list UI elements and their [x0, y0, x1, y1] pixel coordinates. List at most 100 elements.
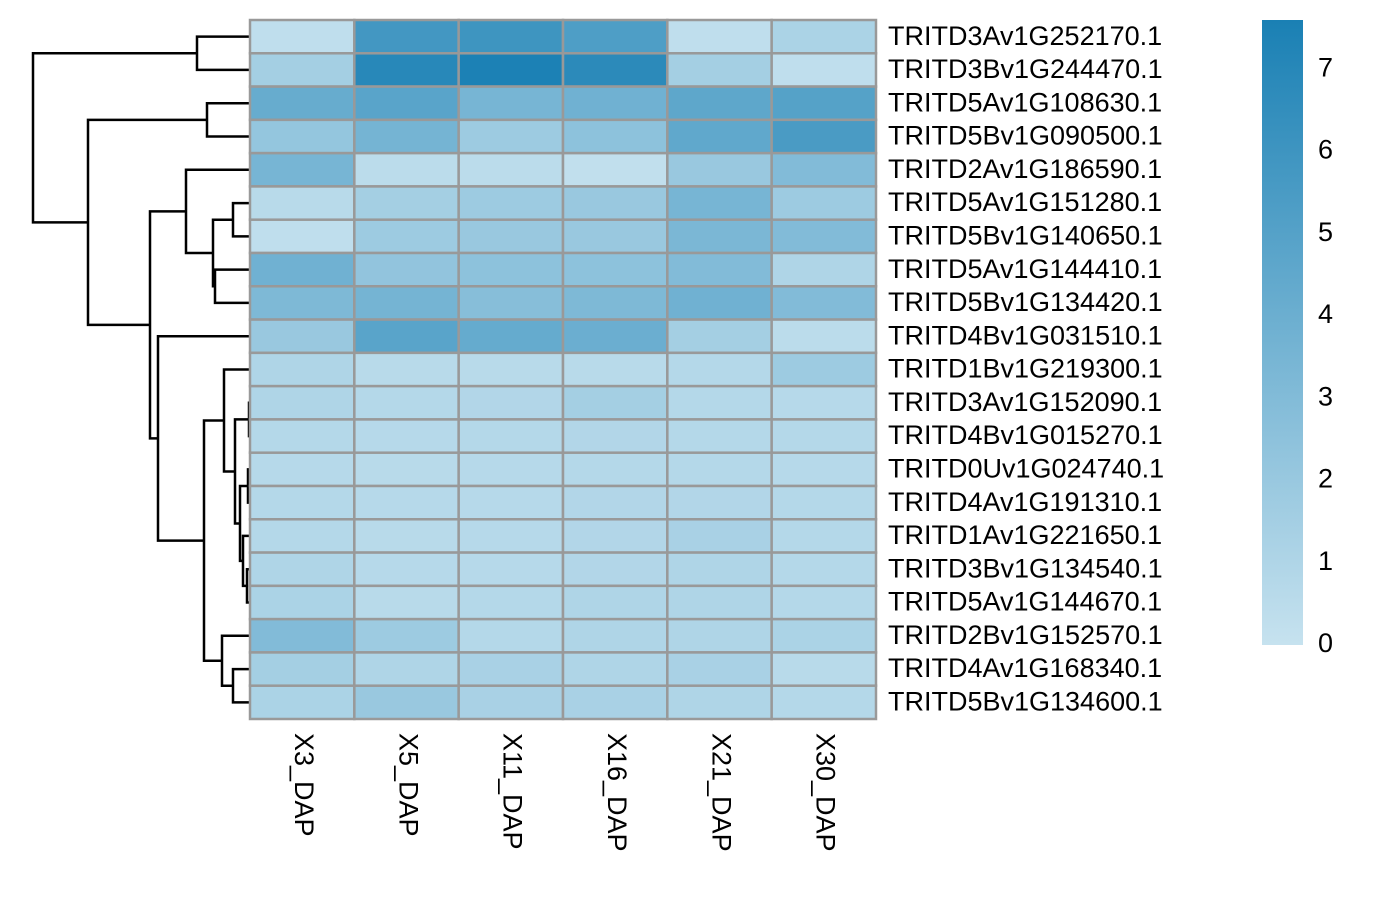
heatmap-cell: [666, 52, 773, 88]
column-label: X11_DAP: [498, 733, 528, 850]
heatmap-cell: [248, 185, 356, 221]
heatmap-cell: [770, 118, 878, 155]
heatmap-cell: [666, 151, 773, 188]
heatmap-cell: [770, 551, 878, 588]
color-bar-label: 2: [1318, 464, 1333, 494]
heatmap-cell: [770, 584, 878, 621]
color-bar-label: 5: [1318, 217, 1333, 247]
heatmap-cell: [457, 85, 565, 122]
heatmap-cell: [561, 285, 669, 321]
heatmap-cell: [666, 651, 773, 687]
heatmap-cell: [561, 151, 669, 188]
heatmap-cell: [457, 418, 565, 454]
heatmap-cell: [353, 285, 460, 321]
heatmap-cell: [561, 684, 669, 721]
heatmap-cell: [770, 318, 878, 355]
heatmap-cell: [666, 118, 773, 155]
heatmap-cell: [666, 518, 773, 554]
heatmap-cell: [770, 18, 878, 55]
heatmap-cell: [561, 218, 669, 255]
heatmap-cell: [457, 118, 565, 155]
heatmap-cell: [561, 651, 669, 687]
heatmap-cell: [561, 52, 669, 88]
heatmap-cell: [770, 451, 878, 488]
column-label: X5_DAP: [393, 733, 423, 837]
row-label: TRITD3Bv1G244470.1: [888, 54, 1163, 84]
heatmap-cell: [248, 85, 356, 122]
heatmap-cell: [353, 684, 460, 721]
heatmap-cell: [666, 285, 773, 321]
row-label: TRITD5Av1G144670.1: [888, 587, 1162, 617]
column-label: X16_DAP: [602, 733, 632, 852]
heatmap-cell: [457, 52, 565, 88]
dendrogram-branch: [231, 667, 250, 704]
heatmap-cell: [353, 351, 460, 388]
heatmap-cell: [561, 484, 669, 521]
heatmap-cell: [353, 651, 460, 687]
row-label: TRITD2Av1G186590.1: [888, 154, 1162, 184]
heatmap-cell: [353, 451, 460, 488]
heatmap-cell: [457, 651, 565, 687]
heatmap-cell: [561, 418, 669, 454]
row-label: TRITD5Av1G151280.1: [888, 187, 1162, 217]
heatmap-cell: [457, 484, 565, 521]
heatmap-cell: [770, 518, 878, 554]
dendrogram-branch: [184, 168, 250, 255]
heatmap-cell: [248, 617, 356, 654]
heatmap-cell: [457, 617, 565, 654]
heatmap-cell: [561, 118, 669, 155]
heatmap-cell: [561, 551, 669, 588]
heatmap-cell: [770, 185, 878, 221]
heatmap-cell: [457, 18, 565, 55]
heatmap-cell: [457, 451, 565, 488]
heatmap-cell: [248, 684, 356, 721]
heatmap-cell: [770, 151, 878, 188]
heatmap-cell: [353, 418, 460, 454]
heatmap-cell: [666, 451, 773, 488]
row-label: TRITD3Av1G252170.1: [888, 21, 1162, 51]
heatmap-cell: [666, 484, 773, 521]
heatmap-cell: [248, 451, 356, 488]
heatmap-cell: [248, 318, 356, 355]
heatmap-cell: [248, 218, 356, 255]
heatmap-cell: [666, 551, 773, 588]
row-label: TRITD5Bv1G134600.1: [888, 686, 1163, 716]
heatmap-cell: [561, 251, 669, 288]
dendrogram-branch: [202, 419, 224, 662]
column-label: X3_DAP: [289, 733, 319, 837]
heatmap-cell: [353, 617, 460, 654]
heatmap-cell: [666, 251, 773, 288]
heatmap-cell: [770, 684, 878, 721]
heatmap-cell: [561, 384, 669, 421]
heatmap-cell: [666, 617, 773, 654]
heatmap-cell: [248, 651, 356, 687]
row-label: TRITD2Bv1G152570.1: [888, 620, 1163, 650]
heatmap-cell: [561, 18, 669, 55]
heatmap-cell: [353, 118, 460, 155]
row-label: TRITD3Bv1G134540.1: [888, 553, 1163, 583]
heatmap-cell: [457, 185, 565, 221]
heatmap-cell: [457, 251, 565, 288]
heatmap-cell: [248, 151, 356, 188]
heatmap-cell: [248, 551, 356, 588]
row-label: TRITD4Av1G168340.1: [888, 653, 1162, 683]
heatmap-cell: [666, 584, 773, 621]
column-label: X30_DAP: [811, 733, 841, 852]
heatmap-cell: [561, 584, 669, 621]
heatmap-cell: [770, 651, 878, 687]
dendrogram-branch: [205, 101, 250, 138]
heatmap-cell: [248, 52, 356, 88]
heatmap-cell: [666, 218, 773, 255]
heatmap-cell: [561, 318, 669, 355]
row-label: TRITD4Av1G191310.1: [888, 487, 1162, 517]
heatmap-cell: [457, 285, 565, 321]
row-label: TRITD1Bv1G219300.1: [888, 354, 1163, 384]
heatmap-cell: [770, 285, 878, 321]
dendrogram-branch: [86, 118, 207, 327]
heatmap-cell: [248, 384, 356, 421]
heatmap-cell: [457, 518, 565, 554]
heatmap-cell: [353, 85, 460, 122]
heatmap-cell: [248, 484, 356, 521]
row-label: TRITD4Bv1G031510.1: [888, 320, 1163, 350]
dendrogram-branch: [231, 201, 250, 238]
